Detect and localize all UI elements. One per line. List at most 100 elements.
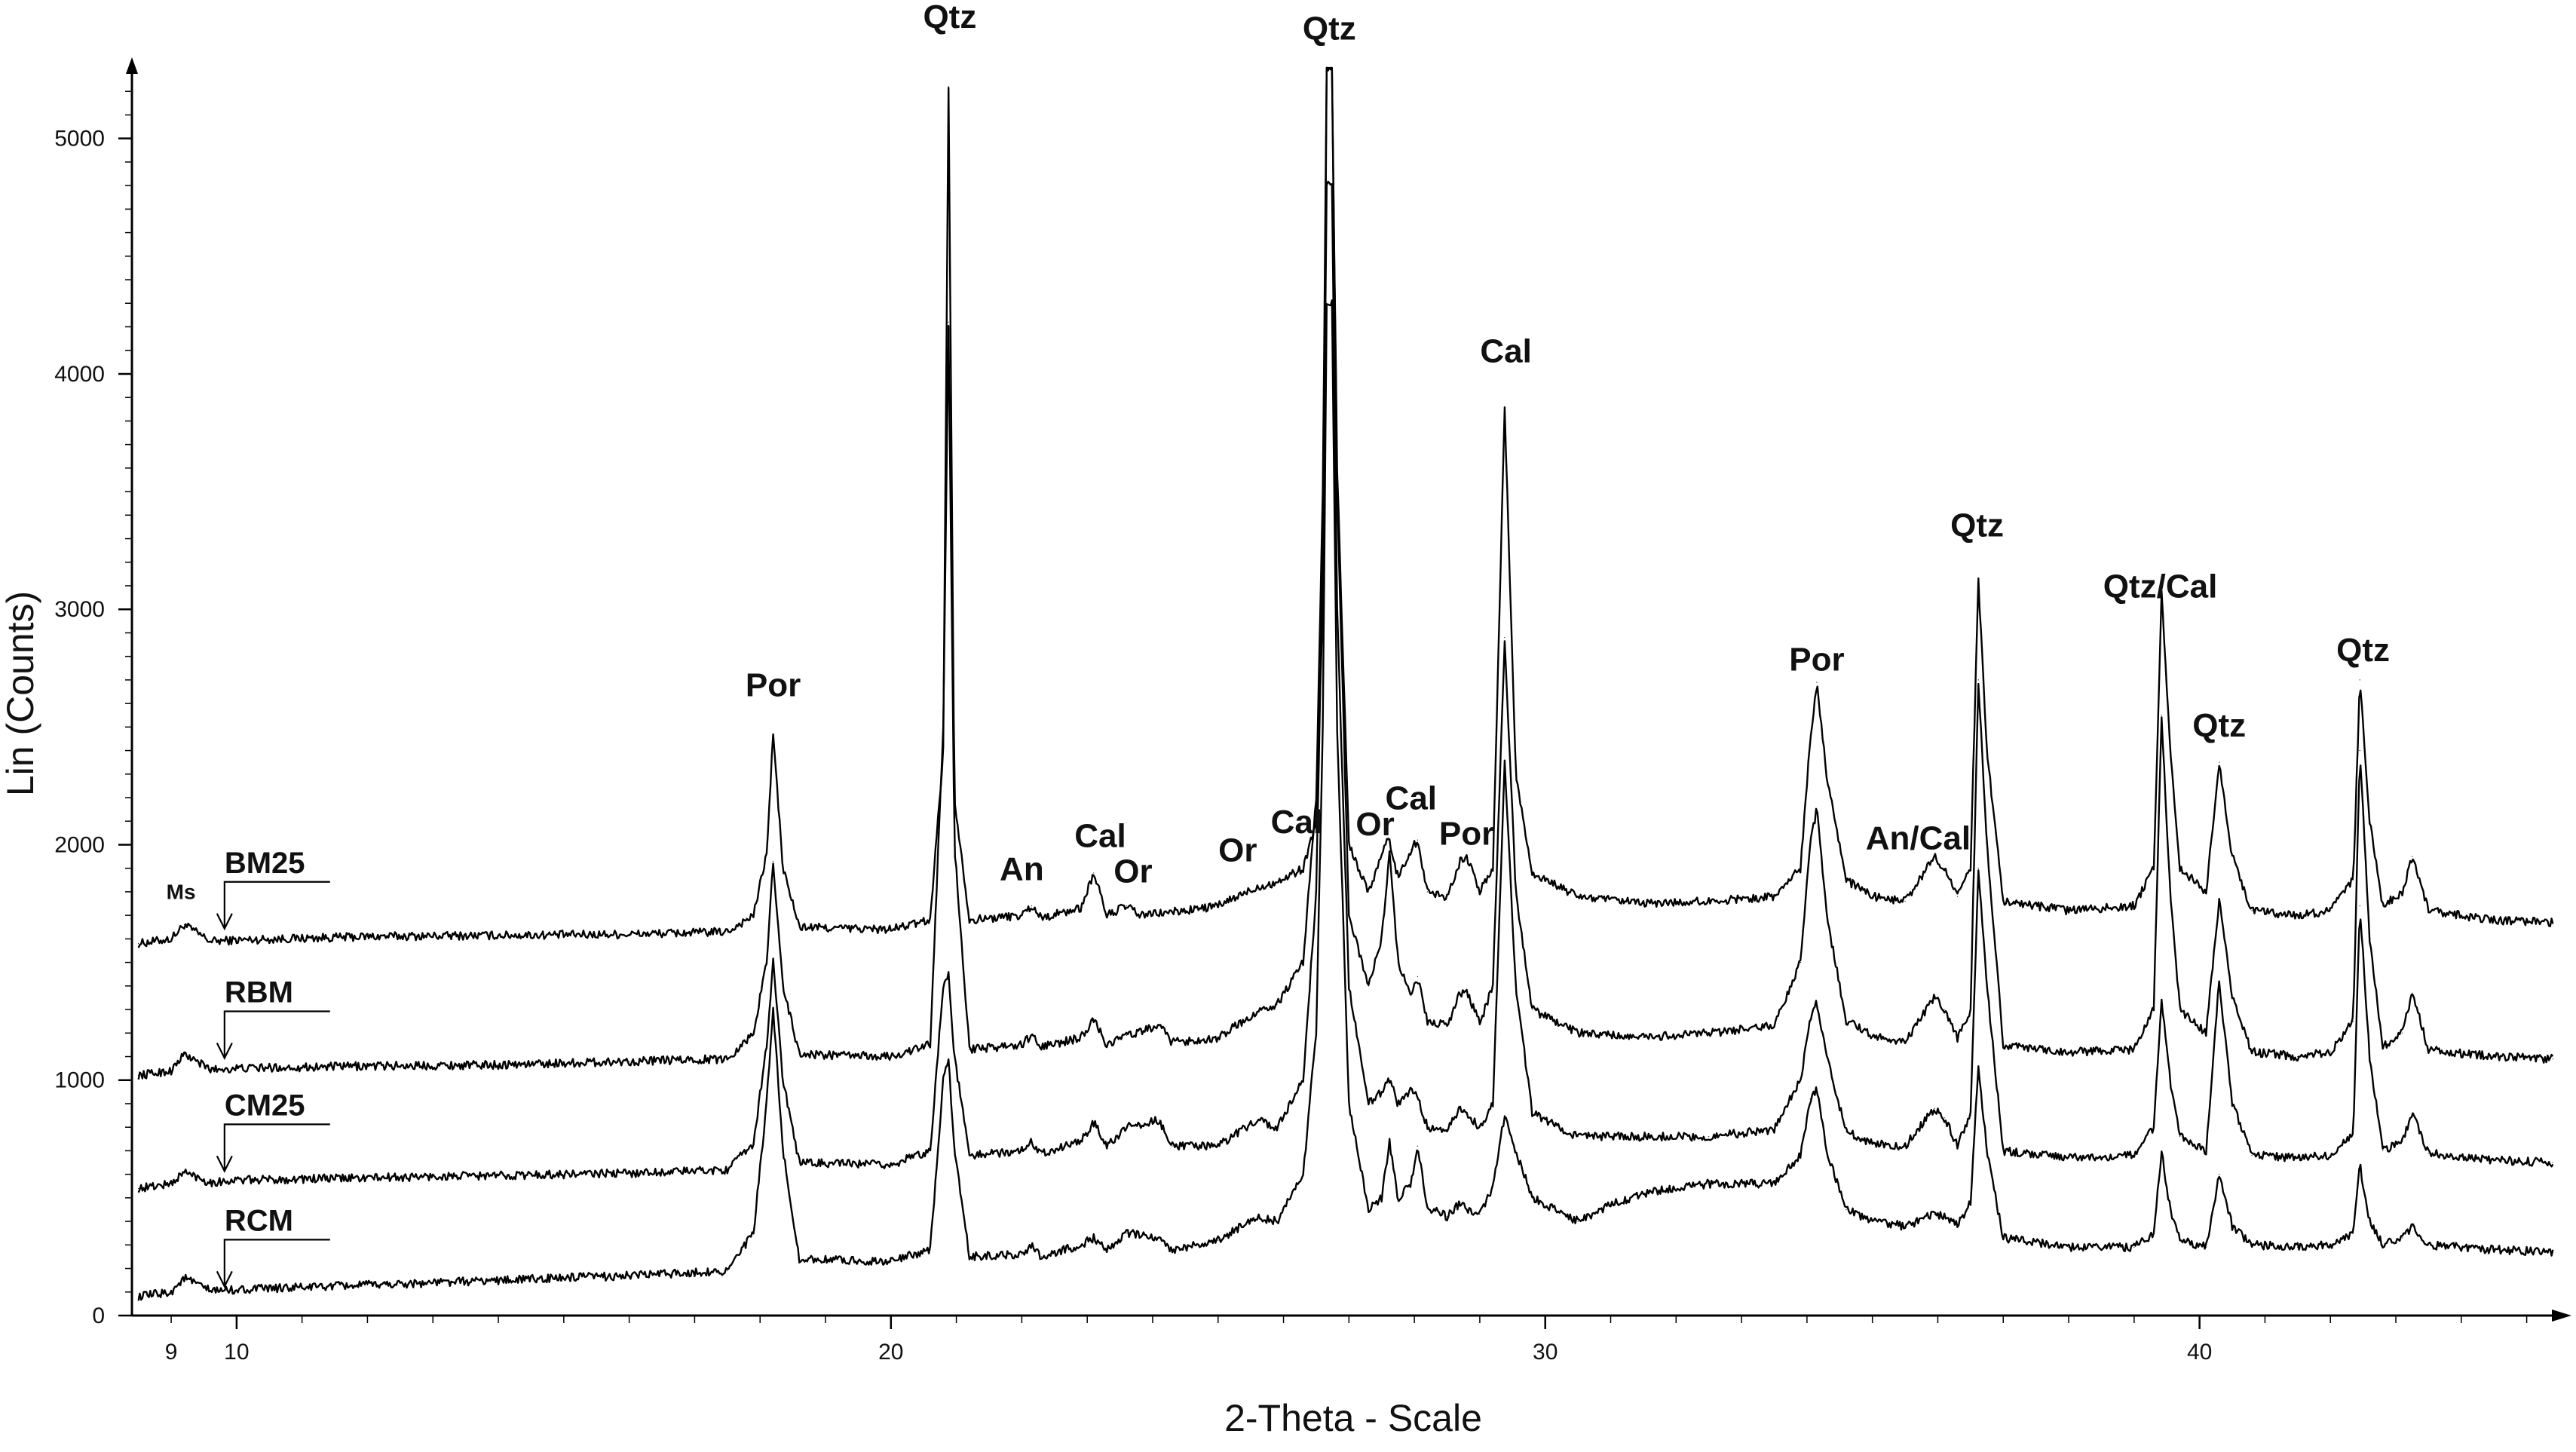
data-point <box>1872 1143 1873 1144</box>
data-point <box>1943 1117 1945 1119</box>
data-point <box>1708 900 1710 902</box>
data-point <box>1093 872 1095 874</box>
data-point <box>2153 1126 2155 1128</box>
data-point <box>1426 891 1429 893</box>
data-point <box>1417 1098 1419 1100</box>
y-tick-label: 3000 <box>54 597 105 622</box>
data-point <box>1773 1025 1775 1027</box>
data-point <box>1184 910 1186 911</box>
data-point <box>2133 905 2135 907</box>
data-point <box>1934 1214 1935 1215</box>
x-tick-label: 40 <box>2187 1340 2212 1365</box>
data-point <box>1809 1098 1811 1100</box>
data-point <box>1826 773 1827 775</box>
data-point <box>2382 1150 2384 1152</box>
data-point <box>236 939 237 941</box>
data-point <box>2297 1055 2299 1058</box>
y-tick-label: 2000 <box>54 832 105 857</box>
data-point <box>1417 839 1419 841</box>
data-point <box>183 924 185 926</box>
axes: 0 1000 2000 3000 4000 5000 9 10 20 30 40 <box>54 57 2571 1365</box>
data-point <box>2179 1239 2181 1241</box>
sample-bracket <box>223 881 330 927</box>
data-point <box>210 1069 211 1071</box>
data-point <box>2402 891 2403 893</box>
data-point <box>2133 1155 2135 1156</box>
data-point <box>366 1065 369 1067</box>
data-point <box>752 1143 755 1144</box>
data-point <box>1708 1032 1710 1034</box>
data-point <box>1515 985 1517 987</box>
data-point <box>942 726 944 728</box>
data-point <box>1577 896 1579 897</box>
x-tick-label: 30 <box>1533 1340 1558 1365</box>
peak-label: Or <box>1113 853 1152 890</box>
data-point <box>2179 1136 2181 1138</box>
data-point <box>2382 905 2384 907</box>
data-point <box>138 1187 139 1189</box>
data-point <box>1381 1197 1383 1199</box>
data-point <box>1809 844 1811 846</box>
data-point <box>1904 1145 1906 1147</box>
data-point <box>1326 67 1328 69</box>
data-point <box>1577 1032 1579 1034</box>
peak-label: Por <box>1439 815 1494 852</box>
data-point <box>1970 1202 1971 1203</box>
data-point <box>1040 1256 1043 1257</box>
data-point <box>1093 1122 1095 1123</box>
data-point <box>1809 738 1811 740</box>
data-point <box>1126 1126 1127 1128</box>
data-point <box>1826 1150 1827 1152</box>
sample-bracket <box>223 1010 330 1057</box>
data-point <box>1531 1112 1533 1114</box>
data-point <box>798 1162 800 1163</box>
data-point <box>1276 1126 1278 1128</box>
data-point <box>1845 879 1847 881</box>
y-axis-title: Lin (Counts) <box>0 591 41 796</box>
data-point <box>2002 1044 2004 1046</box>
data-point <box>1368 1208 1369 1211</box>
data-point <box>1417 976 1419 977</box>
peak-label: An/Cal <box>1866 820 1971 857</box>
data-point <box>1276 1004 1278 1006</box>
data-point <box>236 1289 237 1291</box>
data-point <box>2002 1237 2004 1239</box>
data-point <box>1389 851 1390 853</box>
data-point <box>2251 910 2253 911</box>
data-point <box>2402 1237 2403 1239</box>
data-point <box>2329 910 2331 911</box>
data-point <box>1986 985 1988 987</box>
sample-label-bm25: BM25 <box>225 847 305 880</box>
data-point <box>2297 914 2299 916</box>
data-point <box>138 1074 139 1077</box>
peak-label: Qtz <box>1303 11 1356 47</box>
data-point <box>1276 881 1278 884</box>
data-point <box>1986 749 1988 752</box>
data-point <box>1080 1037 1082 1039</box>
data-point <box>1368 1103 1369 1104</box>
data-point <box>752 1032 755 1034</box>
y-axis-arrow <box>126 57 138 74</box>
data-point <box>948 321 949 323</box>
data-point <box>1417 1145 1419 1147</box>
data-point <box>890 1164 892 1166</box>
data-point <box>942 985 944 987</box>
data-point <box>1466 990 1468 991</box>
data-point <box>2068 910 2069 911</box>
data-point <box>1904 1225 1906 1227</box>
data-point <box>798 1258 800 1260</box>
peak-label: Por <box>1789 641 1844 678</box>
peak-label: Cal <box>1480 332 1531 369</box>
data-point <box>1816 1089 1818 1090</box>
data-point <box>2002 900 2004 902</box>
data-point <box>2231 1225 2233 1227</box>
series-layer <box>137 66 2554 1301</box>
sample-label-rcm: RCM <box>225 1204 293 1237</box>
data-point <box>890 1261 892 1262</box>
data-point <box>1826 1055 1827 1058</box>
data-point <box>1872 896 1873 897</box>
data-point <box>1956 1225 1959 1227</box>
data-point <box>1479 891 1481 893</box>
data-point <box>1504 761 1505 763</box>
